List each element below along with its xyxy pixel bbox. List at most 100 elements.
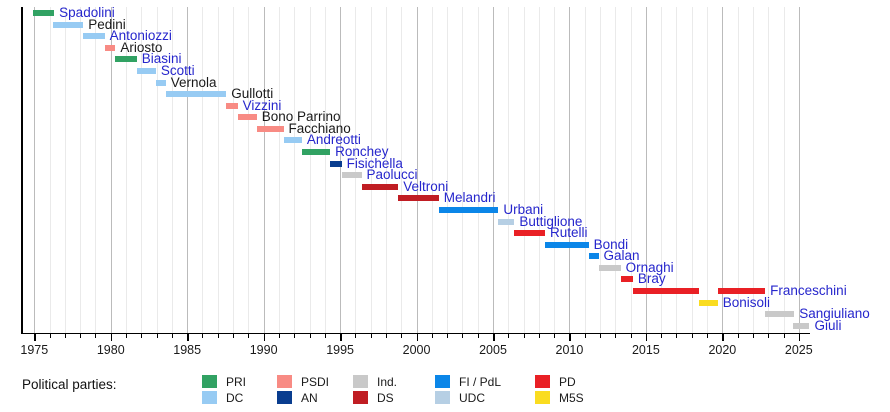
legend-item-fi-pdl: FI / PdL [435, 375, 501, 389]
gridline-1985 [187, 7, 189, 333]
gridline-1993 [309, 7, 311, 333]
axis-tick-2020 [722, 334, 724, 342]
axis-tick-1978 [80, 334, 82, 339]
minister-label-andreotti[interactable]: Andreotti [306, 132, 361, 148]
gridline-1999 [401, 7, 403, 333]
minister-label-galan[interactable]: Galan [603, 248, 640, 264]
gridline-2014 [630, 7, 632, 333]
minister-label-ronchey[interactable]: Ronchey [335, 144, 389, 160]
minister-label-giuli[interactable]: Giuli [814, 317, 842, 333]
minister-label-vizzini[interactable]: Vizzini [242, 97, 282, 113]
minister-label-paolucci[interactable]: Paolucci [366, 167, 418, 183]
gridline-1994 [324, 7, 326, 333]
axis-tick-1980 [110, 334, 113, 342]
legend-swatch-psdi [277, 375, 292, 388]
bar-andreotti [283, 137, 302, 144]
gridline-2007 [523, 7, 525, 333]
gridline-2017 [676, 7, 678, 333]
gridline-2025 [798, 7, 800, 333]
minister-label-urbani[interactable]: Urbani [503, 201, 544, 217]
gridline-2001 [431, 7, 433, 333]
bar-ariosto [104, 44, 116, 51]
bar-galan [588, 253, 599, 260]
axis-year-label-1995: 1995 [326, 342, 354, 357]
legend-swatch-udc [435, 391, 450, 404]
bar-gullotti [165, 91, 227, 98]
axis-tick-2009 [554, 334, 556, 339]
bar-vizzini [226, 102, 238, 109]
legend-item-udc: UDC [435, 391, 501, 405]
gridline-1992 [294, 7, 296, 333]
axis-year-label-2005: 2005 [479, 342, 507, 357]
axis-tick-2011 [584, 334, 586, 339]
gridline-1995 [340, 7, 342, 333]
minister-label-facchiano: Facchiano [288, 120, 351, 136]
axis-year-label-2025: 2025 [784, 342, 813, 357]
bar-fisichella [330, 160, 342, 167]
minister-label-vernola: Vernola [170, 74, 217, 90]
axis-tick-2002 [447, 334, 449, 339]
minister-label-melandri[interactable]: Melandri [443, 190, 496, 206]
axis-tick-2019 [707, 334, 709, 339]
axis-tick-2006 [508, 334, 510, 339]
legend-label-m5s: M5S [559, 390, 584, 405]
axis-tick-1987 [217, 334, 219, 339]
bar-urbani [438, 206, 499, 213]
gridline-2016 [661, 7, 663, 333]
axis-tick-1994 [324, 334, 326, 339]
legend-swatch-ind [353, 375, 368, 388]
gridline-2023 [768, 7, 770, 333]
bar-facchiano [256, 125, 284, 132]
minister-label-bray[interactable]: Bray [637, 271, 666, 287]
gridline-1990 [263, 7, 265, 333]
bar-franceschini-1 [632, 288, 699, 295]
minister-label-biasini[interactable]: Biasini [141, 51, 182, 67]
gridline-1998 [385, 7, 387, 333]
minister-label-sangiuliano[interactable]: Sangiuliano [799, 306, 870, 322]
axis-tick-2005 [493, 334, 495, 342]
axis-year-label-1975: 1975 [20, 342, 49, 357]
minister-label-fisichella[interactable]: Fisichella [346, 155, 403, 171]
axis-year-label-2020: 2020 [708, 342, 737, 357]
bar-buttiglione [498, 218, 515, 225]
axis-tick-2010 [569, 334, 571, 342]
minister-label-veltroni[interactable]: Veltroni [403, 178, 449, 194]
axis-tick-1982 [141, 334, 143, 339]
legend-column-3: Ind. DS [353, 375, 397, 407]
minister-label-gullotti: Gullotti [231, 86, 274, 102]
legend-swatch-pd [535, 375, 550, 388]
minister-label-ornaghi[interactable]: Ornaghi [625, 259, 674, 275]
gridline-2005 [493, 7, 494, 333]
gridline-1976 [49, 7, 51, 333]
legend-column-4: FI / PdL UDC [435, 375, 501, 407]
plot-left-border [21, 7, 23, 335]
gridline-1984 [171, 7, 173, 333]
gridline-2008 [538, 7, 540, 333]
minister-label-franceschini[interactable]: Franceschini [770, 283, 847, 299]
axis-tick-2008 [538, 334, 540, 339]
axis-tick-2015 [645, 334, 648, 342]
bar-veltroni [361, 183, 399, 190]
minister-label-scotti[interactable]: Scotti [160, 62, 195, 78]
legend-column-2: PSDI AN [277, 375, 329, 407]
minister-label-antoniozzi[interactable]: Antoniozzi [109, 28, 172, 44]
legend-item-m5s: M5S [535, 390, 584, 405]
bar-franceschini-2 [717, 288, 766, 295]
minister-label-rutelli[interactable]: Rutelli [549, 225, 588, 241]
minister-label-bondi[interactable]: Bondi [593, 236, 629, 252]
bar-vernola [155, 79, 166, 86]
axis-tick-2014 [630, 334, 632, 339]
axis-tick-2016 [661, 334, 663, 339]
gridline-1988 [233, 7, 235, 333]
axis-tick-1999 [401, 334, 403, 339]
bar-scotti [136, 67, 156, 74]
minister-label-buttiglione[interactable]: Buttiglione [519, 213, 583, 229]
gridline-1981 [126, 7, 128, 333]
legend-label-pd: PD [559, 374, 576, 389]
axis-year-label-2000: 2000 [402, 342, 431, 357]
axis-tick-1979 [95, 334, 97, 339]
minister-label-bonisoli[interactable]: Bonisoli [722, 294, 771, 310]
minister-label-spadolini[interactable]: Spadolini [59, 5, 115, 20]
legend-swatch-m5s [535, 391, 550, 404]
axis-tick-1993 [309, 334, 311, 339]
